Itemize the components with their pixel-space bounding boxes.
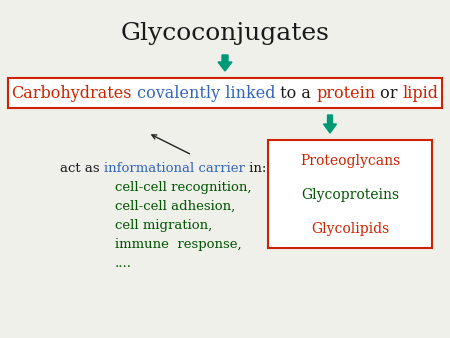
Text: Carbohydrates: Carbohydrates (11, 84, 131, 101)
FancyArrow shape (218, 55, 232, 71)
Text: immune  response,: immune response, (115, 238, 242, 251)
FancyBboxPatch shape (268, 140, 432, 248)
Text: or: or (375, 84, 403, 101)
Text: Glycoproteins: Glycoproteins (301, 188, 399, 202)
Text: cell-cell recognition,: cell-cell recognition, (115, 181, 252, 194)
Text: to a: to a (275, 84, 316, 101)
Text: cell migration,: cell migration, (115, 219, 212, 232)
FancyBboxPatch shape (8, 78, 442, 108)
Text: Proteoglycans: Proteoglycans (300, 154, 400, 168)
Text: protein: protein (316, 84, 375, 101)
Text: Glycolipids: Glycolipids (311, 222, 389, 236)
Text: act as: act as (60, 162, 104, 175)
Text: covalently linked: covalently linked (131, 84, 275, 101)
Text: cell-cell adhesion,: cell-cell adhesion, (115, 200, 235, 213)
Text: Glycoconjugates: Glycoconjugates (121, 22, 329, 45)
Text: lipid: lipid (403, 84, 439, 101)
Text: in:: in: (245, 162, 266, 175)
Text: informational carrier: informational carrier (104, 162, 245, 175)
FancyArrow shape (324, 115, 337, 133)
Text: ....: .... (115, 257, 132, 270)
